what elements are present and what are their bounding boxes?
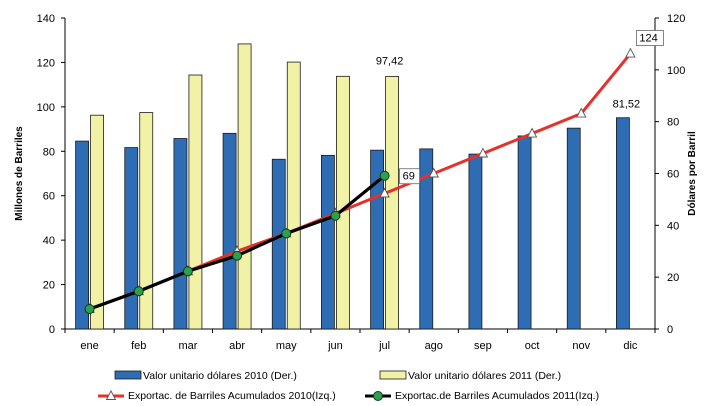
y-left-tick-label: 100 <box>37 102 55 114</box>
marker-2010 <box>379 187 390 198</box>
x-tick-label: sep <box>474 340 492 352</box>
legend-swatch <box>114 370 142 380</box>
bar-2010 <box>75 140 89 330</box>
bar-2010 <box>566 127 581 330</box>
bar-2010 <box>173 138 188 330</box>
bar-2010 <box>468 153 483 330</box>
bar-2011 <box>336 75 350 330</box>
marker-2011 <box>232 250 243 261</box>
x-tick-label: jul <box>378 340 390 352</box>
bar-2010 <box>517 135 532 330</box>
y-left-tick-label: 20 <box>43 280 55 292</box>
marker-2010 <box>625 47 636 58</box>
y-right-tick-label: 0 <box>667 324 673 336</box>
x-tick-label: may <box>276 340 297 352</box>
marker-2011 <box>330 210 341 221</box>
legend: Valor unitario dólares 2010 (Der.) Valor … <box>98 370 599 402</box>
x-tick-label: ene <box>80 340 98 352</box>
data-label-box <box>399 168 420 185</box>
bar-2010 <box>419 148 434 330</box>
marker-2010 <box>526 127 538 138</box>
legend-marker <box>373 391 383 401</box>
marker-2010 <box>428 167 439 178</box>
marker-2011 <box>133 286 144 297</box>
y-left-tick-label: 0 <box>49 324 55 336</box>
y-right-tick-label: 60 <box>667 169 679 181</box>
bar-2010 <box>222 132 237 330</box>
marker-2011 <box>379 170 390 181</box>
data-label: 81,52 <box>613 99 641 111</box>
y-left-tick-label: 120 <box>37 57 55 69</box>
y-right-tick-label: 80 <box>667 117 679 129</box>
x-tick-label: nov <box>572 340 590 352</box>
y-left-tick-label: 60 <box>43 191 55 203</box>
y-left-tick-label: 140 <box>37 13 55 25</box>
x-tick-label: mar <box>178 340 197 352</box>
line-2010 <box>89 52 632 311</box>
legend-label: Exportac. de Barriles Acumulados 2010(Iz… <box>128 390 336 402</box>
legend-label: Valor unitario dólares 2010 (Der.) <box>143 370 297 382</box>
bar-2011 <box>286 61 301 330</box>
y-right-tick-label: 120 <box>667 13 685 25</box>
marker-2010 <box>477 147 489 158</box>
y-right-tick-label: 100 <box>667 65 685 77</box>
bar-2011 <box>139 112 154 330</box>
x-tick-label: oct <box>525 340 540 352</box>
legend-label: Exportac.de Barriles Acumulados 2011(Izq… <box>395 390 599 402</box>
marker-2011 <box>281 228 292 239</box>
marker-2010 <box>576 107 587 118</box>
bar-2010 <box>124 147 139 330</box>
lines <box>84 47 636 315</box>
data-label: 124 <box>639 33 657 45</box>
y-right-tick-label: 20 <box>667 272 679 284</box>
x-tick-label: jun <box>327 340 343 352</box>
y-right-tick-label: 40 <box>667 220 679 232</box>
data-label-box <box>636 30 664 46</box>
data-label: 69 <box>403 171 415 183</box>
bar-2011 <box>385 76 399 330</box>
legend-swatch <box>379 370 407 380</box>
legend-marker <box>105 390 117 400</box>
y-left-tick-label: 80 <box>43 146 55 158</box>
y-axis-right-title: Dólares por Barril <box>687 131 698 216</box>
bars <box>75 43 630 330</box>
marker-2011 <box>84 304 95 315</box>
data-labels: 97,42 69 124 81,52 <box>376 30 664 185</box>
bar-2010 <box>271 158 286 330</box>
bar-2011 <box>237 43 252 330</box>
data-label: 97,42 <box>376 56 404 68</box>
bar-2010 <box>616 117 630 330</box>
legend-label: Valor unitario dólares 2011 (Der.) <box>408 370 561 382</box>
bar-2011 <box>188 74 203 330</box>
bar-2011 <box>90 114 104 330</box>
x-tick-label: ago <box>425 340 443 352</box>
x-tick-label: feb <box>131 340 146 352</box>
y-axis-left-title: Millones de Barriles <box>14 126 25 221</box>
x-tick-label: dic <box>623 340 638 352</box>
bar-2010 <box>321 154 335 330</box>
axes: 0 20 40 60 80 100 120 140 0 20 40 60 80 100 120 ene feb m… <box>14 13 698 352</box>
x-tick-label: abr <box>229 340 245 352</box>
marker-2011 <box>182 266 193 277</box>
y-left-tick-label: 40 <box>43 235 55 247</box>
